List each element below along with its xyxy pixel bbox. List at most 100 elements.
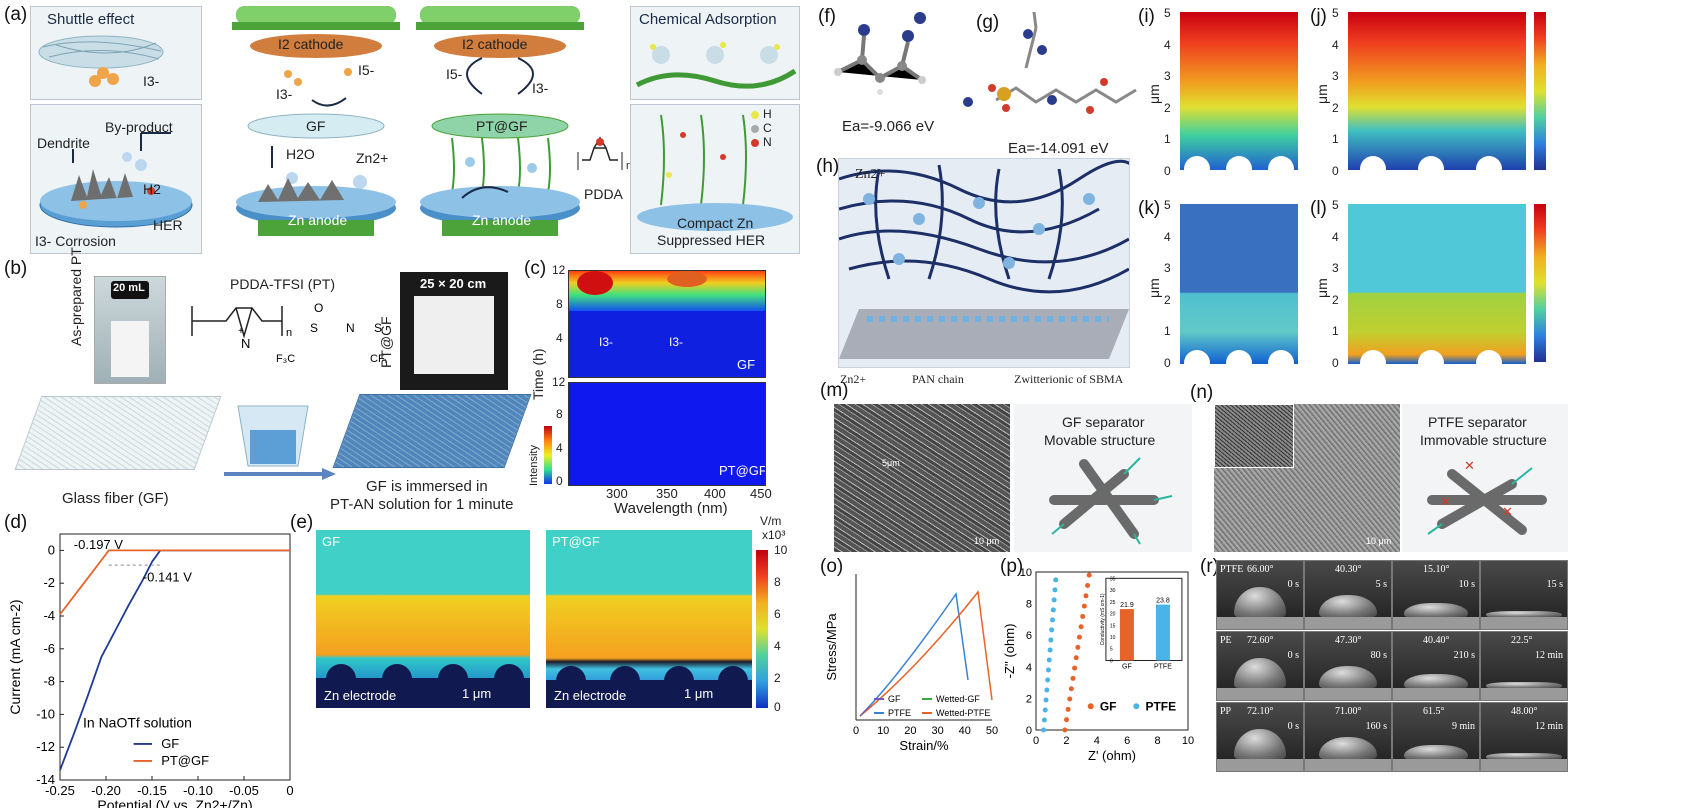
d-ytick-label: -6 [43, 641, 55, 656]
d-xtick-label: -0.15 [137, 783, 167, 798]
cathode-label-2: I2 cathode [462, 36, 528, 52]
ijkl-tick-label: 5 [1332, 198, 1339, 212]
svg-text:✕: ✕ [1464, 458, 1475, 473]
p-point-ptfe [1042, 707, 1048, 713]
n-title2: Immovable structure [1420, 432, 1547, 448]
panel-label-h: (h) [816, 156, 840, 177]
p-inset-tick: 20 [1110, 612, 1116, 618]
e-field-ptgf: PT@GF Zn electrode 1 μm [546, 530, 752, 708]
ijkl-tick-label: 2 [1332, 292, 1339, 307]
ptgf-mat [332, 394, 532, 468]
ijkl-tick-label: 3 [1332, 261, 1339, 275]
dendrite-box: Dendrite By-product H2 HER I3- Corrosion [30, 104, 202, 254]
r-angle-label: 40.40° [1423, 635, 1450, 646]
shuttle-fiber-illustration [38, 35, 164, 87]
d-ytick-label: -14 [36, 772, 55, 787]
m-fibers [1049, 457, 1173, 545]
p-point-gf [1080, 613, 1086, 619]
i3-label-shuttle: I3- [143, 73, 160, 89]
e-zn1: Zn electrode [324, 688, 397, 703]
p-point-ptfe [1044, 687, 1050, 693]
c-intensity: Intensity [528, 445, 540, 486]
r-droplet [1486, 611, 1562, 617]
legend-h: H [763, 107, 772, 121]
r-substrate [1305, 759, 1391, 771]
panel-label-e: (e) [290, 512, 314, 533]
d-xlabel: Potential (V vs. Zn2+/Zn) [97, 797, 252, 808]
e-gf-bump2 [382, 664, 412, 694]
p-point-ptfe [1047, 647, 1053, 653]
zn2-label-a: Zn2+ [356, 150, 389, 166]
e-tick-8: 8 [774, 575, 781, 589]
p-plot-frame [1035, 571, 1189, 731]
l-ylabel: μm [1314, 278, 1330, 298]
p-point-ptfe [1046, 657, 1052, 663]
d-ytick-label: 0 [48, 542, 55, 557]
r-droplet [1486, 682, 1562, 688]
c-ytick-4a: 4 [556, 331, 563, 345]
panel-label-c: (c) [524, 258, 547, 279]
p-point-gf [1062, 727, 1068, 733]
p-inset-bar [1155, 604, 1170, 661]
d-annotation-text: In NaOTf solution [83, 715, 192, 731]
n-schematic: PTFE separator Immovable structure ✕ ✕ ✕ [1402, 404, 1568, 552]
pdda-tfsi-label: PDDA-TFSI (PT) [230, 276, 335, 292]
ptgf-photo-label: PT@GF [378, 316, 394, 368]
r-droplet [1404, 745, 1468, 759]
r-time-label: 210 s [1453, 650, 1475, 661]
ptgf-label-a: PT@GF [476, 118, 528, 134]
p-xtick-label: 2 [1063, 735, 1069, 747]
chem-adsorption-title: Chemical Adsorption [639, 11, 777, 28]
r-angle-label: 72.10° [1247, 706, 1274, 717]
c-heatmap-gf: I3- I3- GF [568, 270, 766, 378]
d-plot-frame [59, 533, 291, 781]
r-droplet [1319, 595, 1377, 617]
g-molecule [963, 11, 1137, 114]
r-row-label: PE [1220, 635, 1232, 646]
c-ylabel: Time (h) [530, 348, 546, 400]
r-substrate [1393, 759, 1479, 771]
svg-text:CF₃: CF₃ [370, 353, 386, 365]
e-tick-6: 6 [774, 607, 781, 621]
r-time-label: 10 s [1458, 579, 1475, 590]
legend-n: N [763, 135, 772, 149]
p-inset-tick: 10 [1110, 635, 1116, 641]
o-ylabel: Stress/MPa [824, 613, 839, 681]
c-ytick-8b: 8 [556, 407, 563, 421]
c-heatmap-ptgf: PT@GF [568, 382, 766, 486]
c-i3b: I3- [669, 335, 684, 349]
r-droplet [1319, 737, 1377, 759]
e-bar2: 1 μm [684, 686, 714, 701]
p-ytick-label: 10 [1020, 567, 1032, 579]
m-title2: Movable structure [1044, 432, 1156, 448]
l-colorbar [1534, 204, 1546, 362]
p-point-ptfe [1045, 667, 1051, 673]
r-time-label: 15 s [1546, 579, 1563, 590]
p-point-ptfe [1045, 677, 1051, 683]
e-bar1: 1 μm [462, 686, 492, 701]
her-label: HER [153, 217, 183, 233]
r-droplet [1404, 603, 1468, 617]
r-substrate [1217, 688, 1303, 700]
c-xtick-350: 350 [656, 486, 678, 501]
e-ptgf-bump3 [664, 666, 694, 696]
panel-label-n: (n) [1190, 382, 1214, 403]
d-legend-label-ptgf: PT@GF [161, 753, 209, 768]
p-point-ptfe [1049, 627, 1055, 633]
p-point-gf [1083, 593, 1089, 599]
p-ytick-label: 2 [1026, 693, 1032, 705]
d-ytick-label: -8 [43, 674, 55, 689]
immersed-line2: PT-AN solution for 1 minute [330, 496, 514, 513]
immersed-line1: GF is immersed in [366, 478, 488, 495]
ijkl-cover-bottom [1180, 370, 1530, 382]
pdda-structure [577, 136, 623, 170]
r-angle-label: 66.00° [1247, 564, 1274, 575]
r-angle-label: 71.00° [1335, 706, 1362, 717]
e-gf-bump3 [438, 664, 468, 694]
glass-fiber-label: Glass fiber (GF) [62, 490, 169, 507]
r-substrate [1481, 759, 1567, 771]
c-xtick-300: 300 [606, 486, 628, 501]
c-gf-peak2 [667, 271, 707, 287]
d-ytick-label: -2 [43, 575, 55, 590]
d-ytick-label: -10 [36, 706, 55, 721]
